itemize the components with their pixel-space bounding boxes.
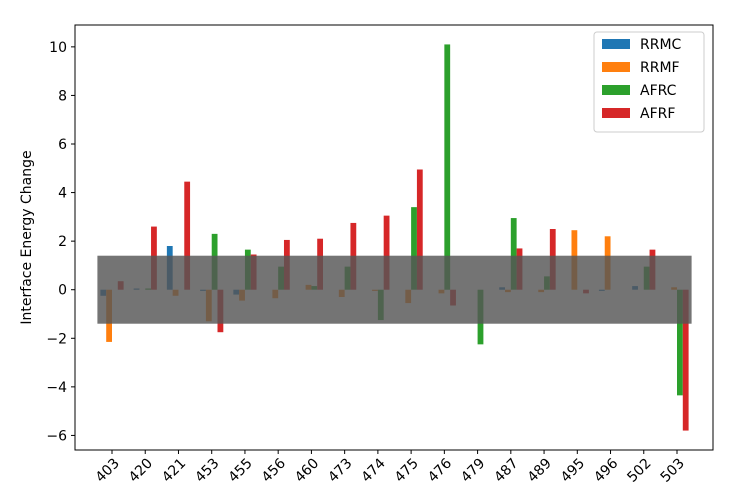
x-tick-label-487: 487 <box>491 456 521 486</box>
x-tick-label-420: 420 <box>126 456 156 486</box>
bar-afrf-503 <box>682 289 689 431</box>
x-tick-label-503: 503 <box>658 456 688 486</box>
legend-swatch-rrmc <box>602 39 630 49</box>
x-tick-label-421: 421 <box>159 456 189 486</box>
legend-swatch-afrf <box>602 108 630 118</box>
y-tick-label: 0 <box>58 283 67 299</box>
bar-afrc-475 <box>411 207 417 290</box>
legend-label-rrmf: RRMF <box>640 60 680 76</box>
y-tick-label: 2 <box>58 234 67 250</box>
x-tick-label-476: 476 <box>425 455 455 485</box>
bar-afrc-487 <box>510 218 517 290</box>
bar-afrf-474 <box>383 215 390 290</box>
bar-afrc-476 <box>444 44 451 290</box>
bar-afrf-475 <box>416 169 423 290</box>
y-tick-label: −4 <box>46 380 67 396</box>
x-tick-label-453: 453 <box>192 456 222 486</box>
legend-box <box>593 31 705 133</box>
legend-label-afrc: AFRC <box>640 83 677 99</box>
x-tick-label-489: 489 <box>525 456 555 486</box>
y-tick-label: −6 <box>46 428 67 444</box>
x-tick-label-479: 479 <box>458 456 488 486</box>
bar-afrf-421 <box>184 181 191 290</box>
x-tick-label-456: 456 <box>259 455 289 485</box>
tolerance-band <box>97 255 692 324</box>
y-tick-label: 4 <box>58 186 67 202</box>
legend-swatch-afrc <box>602 85 630 95</box>
y-tick-label: 6 <box>58 137 67 153</box>
legend-label-afrf: AFRF <box>640 106 675 122</box>
x-tick-label-502: 502 <box>624 456 654 486</box>
x-axis: 403 420 421 453 455 456 460 473 474 475 476 479 487 4… <box>93 450 688 486</box>
x-tick-label-403: 403 <box>93 456 123 486</box>
y-axis: −6 −4 −2 0 2 4 6 8 10 <box>46 40 75 444</box>
x-tick-label-473: 473 <box>325 456 355 486</box>
x-tick-label-474: 474 <box>358 455 388 485</box>
x-tick-label-460: 460 <box>292 456 322 486</box>
x-tick-label-455: 455 <box>226 456 256 486</box>
bar-afrc-503 <box>677 289 683 396</box>
legend: RRMC RRMF AFRC AFRF <box>593 31 705 133</box>
y-tick-label: 8 <box>58 88 67 104</box>
y-axis-label: Interface Energy Change <box>19 150 35 324</box>
x-tick-label-496: 496 <box>591 455 621 485</box>
y-tick-label: 10 <box>49 40 67 56</box>
legend-label-rrmc: RRMC <box>640 37 682 53</box>
y-tick-label: −2 <box>46 331 67 347</box>
legend-swatch-rrmf <box>602 62 630 72</box>
x-tick-label-475: 475 <box>392 456 422 486</box>
x-tick-label-495: 495 <box>558 456 588 486</box>
plot-frame <box>74 24 714 451</box>
